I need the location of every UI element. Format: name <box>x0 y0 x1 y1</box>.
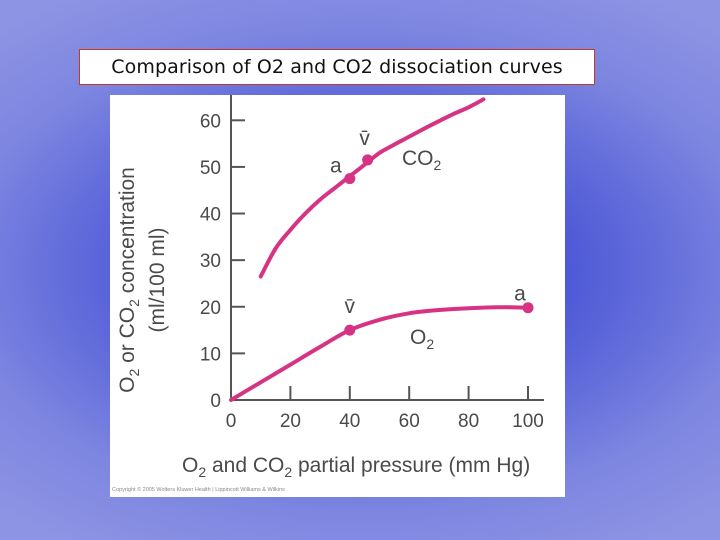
data-point-marker <box>362 154 374 166</box>
y-axis-title-line2: (ml/100 ml) <box>146 227 169 332</box>
point-label: v̄ <box>345 295 356 318</box>
x-tick-label: 0 <box>226 411 237 432</box>
co2-curve-label: CO2 <box>402 147 442 173</box>
y-axis-title: O2 or CO2 concentration (ml/100 ml) <box>116 167 169 393</box>
point-label: a <box>514 283 526 306</box>
curve-co2 <box>258 97 486 279</box>
x-tick-label: 40 <box>339 411 360 432</box>
curves <box>229 97 530 402</box>
chart-svg: 0 10 20 30 40 50 60 0 20 40 60 80 100 a v̄ v̄ a CO2 O2 O2 … <box>112 95 544 493</box>
x-tick-label: 20 <box>280 411 301 432</box>
o2-curve-label: O2 <box>410 326 434 352</box>
curve-o2 <box>229 305 530 402</box>
ticks: 0 10 20 30 40 50 60 0 20 40 60 80 100 <box>200 111 544 432</box>
data-point-marker <box>344 173 356 185</box>
x-tick-label: 80 <box>458 411 479 432</box>
y-tick-label: 60 <box>200 111 221 132</box>
y-tick-label: 0 <box>210 391 221 412</box>
copyright-text: Copyright © 2005 Wolters Kluwer Health |… <box>112 486 285 493</box>
point-label: a <box>330 155 342 178</box>
x-tick-label: 100 <box>512 411 544 432</box>
x-axis-title: O2 and CO2 partial pressure (mm Hg) <box>182 454 530 480</box>
x-tick-label: 60 <box>399 411 420 432</box>
chart-figure: 0 10 20 30 40 50 60 0 20 40 60 80 100 a v̄ v̄ a CO2 O2 O2 … <box>110 95 565 497</box>
y-tick-label: 40 <box>200 205 221 226</box>
y-tick-label: 20 <box>200 298 221 319</box>
y-tick-label: 10 <box>200 344 221 365</box>
markers <box>344 154 534 336</box>
axes <box>230 95 544 401</box>
data-point-marker <box>522 302 534 314</box>
labels: a v̄ v̄ a CO2 O2 O2 and CO2 partial pressure (… <box>116 127 530 480</box>
y-tick-label: 30 <box>200 251 221 272</box>
y-tick-label: 50 <box>200 158 221 179</box>
slide-title: Comparison of O2 and CO2 dissociation cu… <box>79 49 595 85</box>
data-point-marker <box>344 324 356 336</box>
point-label: v̄ <box>359 127 370 150</box>
y-axis-title-line1: O2 or CO2 concentration <box>116 167 142 393</box>
